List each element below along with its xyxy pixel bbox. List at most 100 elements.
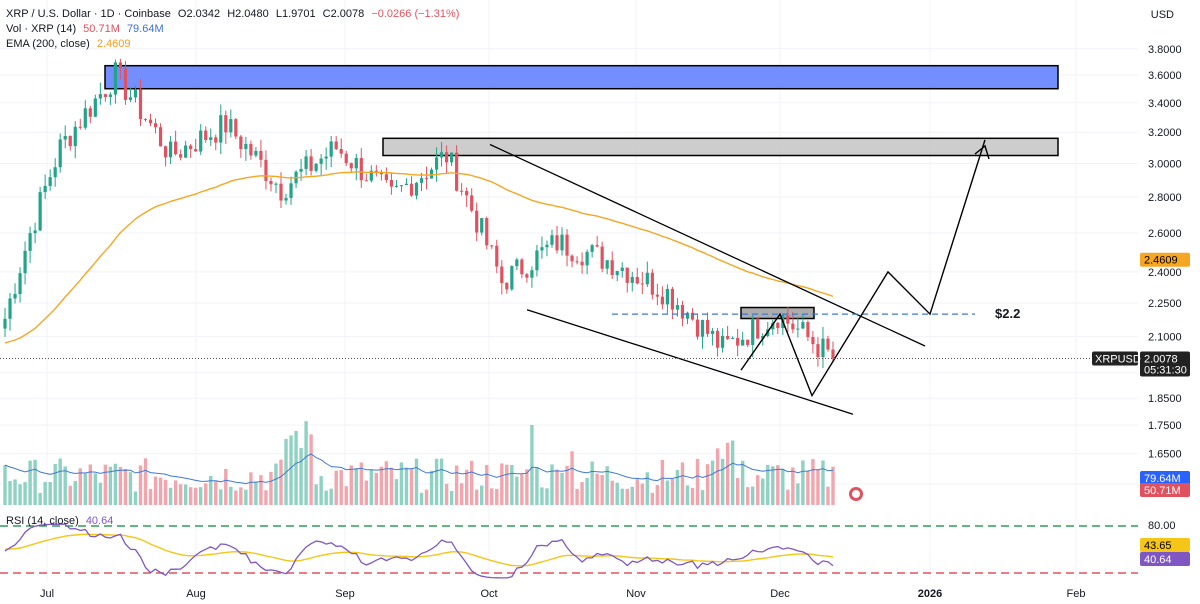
rsi-line xyxy=(4,523,834,579)
rsi-ma-badge[interactable]: 43.65 xyxy=(1144,540,1172,552)
rsi-badge[interactable]: 40.64 xyxy=(1144,554,1172,566)
x-tick-label: Aug xyxy=(186,588,206,600)
volume-bar xyxy=(725,442,730,505)
candle-body xyxy=(620,267,624,272)
candle-body xyxy=(364,180,368,182)
volume-bar xyxy=(269,471,273,505)
resistance-zone-mid xyxy=(382,137,1059,157)
candle-body xyxy=(199,130,203,152)
volume-bar xyxy=(93,473,98,505)
candle-body xyxy=(625,267,629,283)
candle-body xyxy=(319,158,323,164)
volume-bar xyxy=(555,469,559,505)
volume-legend[interactable]: Vol · XRP (14) 50.71M 79.64M xyxy=(6,22,164,36)
candle-body xyxy=(299,168,303,172)
candle-body xyxy=(404,183,409,186)
candle-body xyxy=(610,260,614,276)
countdown-badge[interactable]: 05:31:30 xyxy=(1144,364,1187,376)
candle-body xyxy=(8,298,12,319)
volume-bar xyxy=(379,466,384,505)
candle-body xyxy=(455,152,459,191)
volume-ma-badge-bg xyxy=(1140,471,1190,485)
symbol-legend[interactable]: XRP / U.S. Dollar · 1D · Coinbase O2.034… xyxy=(6,7,459,21)
candle-body xyxy=(324,156,328,159)
candle-body xyxy=(153,123,158,128)
volume-bar xyxy=(490,488,494,505)
volume-bar xyxy=(173,480,178,505)
ema-legend[interactable]: EMA (200, close) 2.4609 xyxy=(6,37,130,51)
volume-bar xyxy=(364,480,369,505)
candle-body xyxy=(565,234,569,256)
candle-body xyxy=(826,338,830,350)
volume-badge[interactable]: 50.71M xyxy=(1144,485,1181,497)
volume-bar xyxy=(776,465,780,505)
volume-bar xyxy=(8,481,12,505)
y-tick-label: 1.7500 xyxy=(1148,420,1182,432)
ema-value: 2.4609 xyxy=(96,38,131,50)
volume-ma-badge[interactable]: 79.64M xyxy=(1144,473,1181,485)
x-tick-label: Sep xyxy=(335,588,355,600)
volume-bar xyxy=(254,481,258,505)
rsi-value: 40.64 xyxy=(85,515,114,527)
y-tick-label: 3.0000 xyxy=(1148,159,1182,171)
candle-body xyxy=(314,163,318,171)
candle-body xyxy=(429,169,434,179)
volume-bar xyxy=(143,458,148,505)
candle-body xyxy=(98,94,102,99)
volume-bar xyxy=(249,472,253,505)
x-tick-label: Nov xyxy=(626,588,646,600)
rsi-legend[interactable]: RSI (14, close) 40.64 xyxy=(6,514,113,528)
volume-bar xyxy=(3,465,7,505)
ema-badge[interactable]: 2.4609 xyxy=(1144,255,1178,267)
candle-body xyxy=(73,126,77,147)
volume-bar xyxy=(389,467,394,505)
volume-bar xyxy=(264,490,268,505)
candle-body xyxy=(640,283,644,285)
candle-body xyxy=(746,339,750,345)
volume-bar xyxy=(68,485,72,505)
candle-body xyxy=(726,335,730,339)
candle-body xyxy=(284,197,288,201)
y-tick-label: 2.4000 xyxy=(1148,267,1182,279)
rsi-ma-badge-bg xyxy=(1140,538,1190,552)
candle-body xyxy=(169,141,173,158)
volume-bar xyxy=(58,458,62,505)
volume-bar xyxy=(153,476,158,505)
candle-body xyxy=(264,159,268,181)
volume-bar xyxy=(409,468,414,505)
volume-bar xyxy=(630,486,634,505)
candle-body xyxy=(756,318,760,339)
volume-bar xyxy=(756,475,760,505)
volume-bar xyxy=(394,479,399,505)
volume-bar xyxy=(751,486,755,505)
candle-body xyxy=(465,190,469,196)
candle-body xyxy=(384,174,388,181)
currency-label[interactable]: USD xyxy=(1150,9,1174,21)
x-tick-label: Feb xyxy=(1067,588,1086,600)
y-tick-label: 1.6500 xyxy=(1148,449,1182,461)
volume-bar xyxy=(469,460,474,505)
volume-bar xyxy=(369,469,374,505)
volume-bar xyxy=(183,484,188,505)
candle-body xyxy=(194,149,198,152)
ema-200-path xyxy=(4,171,834,344)
candle-body xyxy=(68,135,72,147)
candle-body xyxy=(450,152,454,163)
volume-bar xyxy=(645,472,650,505)
candle-body xyxy=(520,259,524,275)
candle-body xyxy=(414,182,419,196)
candle-body xyxy=(505,282,509,290)
volume-bar xyxy=(464,469,469,505)
candle-body xyxy=(369,170,373,181)
candle-body xyxy=(274,183,278,185)
volume-bar xyxy=(18,484,22,505)
candle-body xyxy=(731,337,735,339)
volume-bar xyxy=(88,464,93,505)
ema-label: EMA (200, close) xyxy=(6,38,90,50)
volume-bar xyxy=(349,465,353,505)
volume-bar xyxy=(324,490,328,505)
candle-body xyxy=(600,246,604,269)
candle-body xyxy=(821,338,825,358)
candle-body xyxy=(630,276,634,283)
